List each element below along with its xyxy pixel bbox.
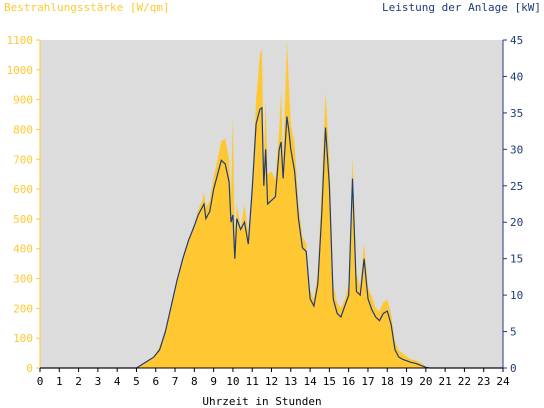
left-tick-label: 0 [26,362,33,375]
left-tick-label: 300 [13,273,33,286]
x-tick-label: 6 [152,375,159,388]
x-tick-label: 21 [439,375,452,388]
series-irradiance-area [40,40,503,368]
x-tick-label: 3 [95,375,102,388]
right-tick-label: 15 [510,253,523,266]
x-tick-label: 0 [37,375,44,388]
left-tick-label: 900 [13,94,33,107]
x-tick-label: 9 [210,375,217,388]
left-tick-label: 400 [13,243,33,256]
x-tick-label: 13 [284,375,297,388]
left-tick-label: 800 [13,123,33,136]
x-tick-label: 8 [191,375,198,388]
left-tick-label: 200 [13,302,33,315]
right-tick-label: 5 [510,326,517,339]
right-tick-label: 0 [510,362,517,375]
x-tick-label: 11 [246,375,259,388]
right-tick-label: 10 [510,289,523,302]
x-tick-label: 24 [496,375,510,388]
x-tick-label: 7 [172,375,179,388]
right-tick-label: 35 [510,107,523,120]
x-tick-label: 2 [75,375,82,388]
x-tick-label: 19 [400,375,413,388]
left-tick-label: 600 [13,183,33,196]
right-tick-label: 45 [510,34,523,47]
left-tick-label: 1000 [7,64,34,77]
x-tick-label: 16 [342,375,355,388]
x-tick-label: 17 [361,375,374,388]
right-tick-label: 20 [510,216,523,229]
x-tick-label: 15 [323,375,336,388]
left-tick-label: 500 [13,213,33,226]
right-tick-label: 30 [510,143,523,156]
x-tick-label: 4 [114,375,121,388]
left-tick-label: 1100 [7,34,34,47]
x-tick-label: 5 [133,375,140,388]
right-tick-label: 40 [510,70,523,83]
left-tick-label: 700 [13,153,33,166]
left-axis-title: Bestrahlungsstärke [W/qm] [4,1,170,14]
x-tick-label: 14 [303,375,317,388]
right-tick-label: 25 [510,180,523,193]
x-tick-label: 10 [226,375,239,388]
x-axis-label: Uhrzeit in Stunden [202,395,321,408]
x-tick-label: 1 [56,375,63,388]
series-power-line [40,106,503,369]
right-axis-title: Leistung der Anlage [kW] [382,1,541,14]
x-tick-label: 20 [419,375,432,388]
x-tick-label: 18 [381,375,394,388]
x-tick-label: 12 [265,375,278,388]
x-tick-label: 22 [458,375,471,388]
left-tick-label: 100 [13,332,33,345]
x-tick-label: 23 [477,375,490,388]
